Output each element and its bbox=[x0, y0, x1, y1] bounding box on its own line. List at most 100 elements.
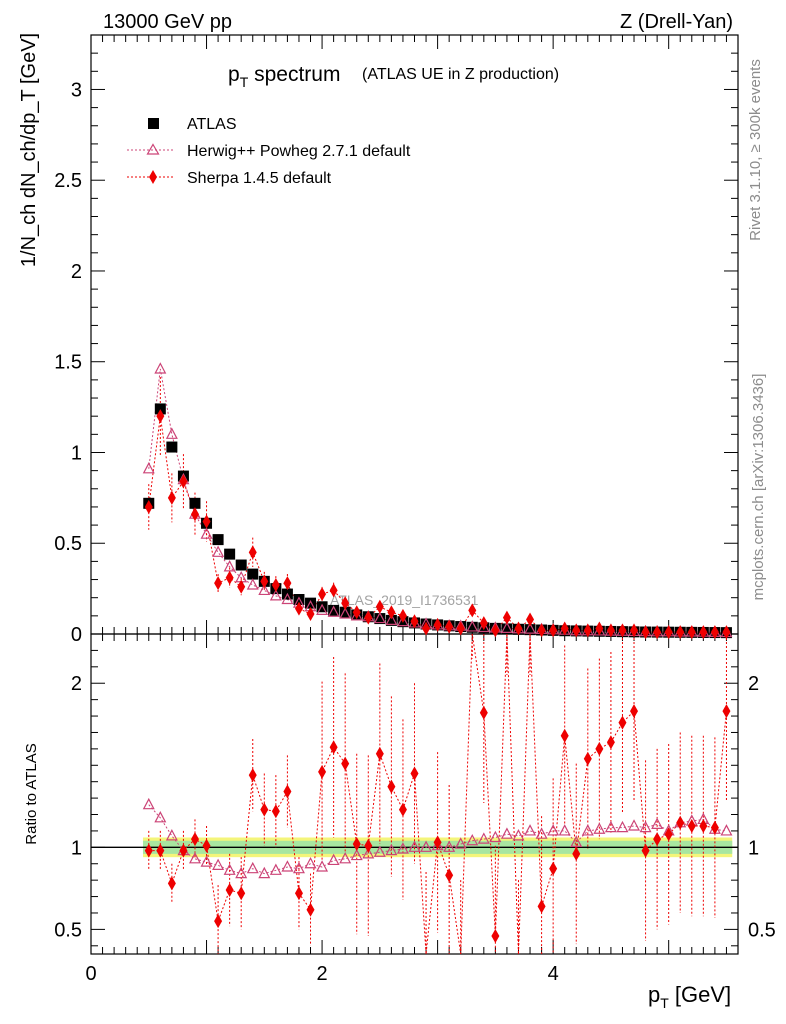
sherpa-ratio-point bbox=[572, 846, 581, 861]
herwig-ratio-point bbox=[362, 847, 375, 859]
herwig-ratio-point bbox=[604, 820, 617, 833]
herwig-point bbox=[339, 607, 352, 619]
sherpa-ratio-point bbox=[341, 756, 350, 771]
analysis-watermark: ATLAS_2019_I1736531 bbox=[330, 592, 479, 608]
y-tick-label-ratio: 2 bbox=[71, 673, 82, 695]
legend-label-atlas: ATLAS bbox=[187, 116, 237, 133]
y-tick-label-ratio-right: 2 bbox=[748, 673, 759, 695]
sherpa-point bbox=[537, 623, 546, 638]
plot-title-note: (ATLAS UE in Z production) bbox=[362, 66, 559, 83]
sherpa-point bbox=[710, 625, 719, 640]
sherpa-point bbox=[375, 599, 384, 614]
herwig-ratio-point bbox=[165, 829, 178, 841]
sherpa-point bbox=[225, 570, 234, 585]
sherpa-ratio-point bbox=[595, 741, 604, 756]
atlas-point bbox=[154, 403, 166, 415]
sherpa-ratio-point bbox=[445, 868, 454, 883]
sherpa-point bbox=[618, 623, 627, 638]
sherpa-ratio-point bbox=[202, 838, 211, 853]
sherpa-point bbox=[699, 625, 708, 640]
legend-label-herwig: Herwig++ Powheg 2.7.1 default bbox=[187, 143, 411, 160]
atlas-point bbox=[385, 614, 397, 626]
y-tick-label-main: 2.5 bbox=[54, 170, 82, 192]
sherpa-ratio-point bbox=[225, 883, 234, 897]
herwig-point bbox=[373, 611, 386, 624]
sherpa-point bbox=[341, 596, 350, 611]
atlas-point bbox=[235, 559, 247, 571]
herwig-ratio-point bbox=[466, 833, 479, 846]
herwig-ratio-point bbox=[304, 856, 317, 869]
sherpa-ratio-point bbox=[306, 902, 315, 917]
sherpa-point bbox=[433, 617, 442, 632]
x-axis-label: pT [GeV] bbox=[648, 982, 731, 1011]
sherpa-ratio-point bbox=[653, 832, 662, 847]
herwig-ratio-point bbox=[223, 863, 236, 875]
herwig-ratio-point bbox=[258, 866, 271, 879]
x-axis-label-rest: [GeV] bbox=[669, 982, 731, 1007]
atlas-point bbox=[189, 497, 201, 509]
herwig-point bbox=[350, 609, 363, 621]
atlas-point bbox=[524, 624, 536, 636]
ratio-plot-frame bbox=[90, 633, 739, 955]
sherpa-ratio-point bbox=[699, 819, 708, 833]
sherpa-ratio-point bbox=[156, 843, 165, 858]
herwig-ratio-point bbox=[396, 842, 409, 854]
y-tick-label-main: 3 bbox=[71, 79, 82, 101]
header-right: Z (Drell-Yan) bbox=[620, 11, 733, 33]
herwig-ratio-point bbox=[581, 824, 594, 836]
sherpa-point bbox=[456, 621, 465, 636]
x-axis-label-main: p bbox=[648, 982, 660, 1007]
atlas-point bbox=[224, 548, 236, 560]
sherpa-point bbox=[364, 610, 373, 625]
sherpa-ratio-point bbox=[329, 740, 338, 755]
legend-label-sherpa: Sherpa 1.4.5 default bbox=[187, 170, 332, 187]
atlas-point bbox=[305, 597, 317, 609]
mcplots-reference-text: mcplots.cern.ch [arXiv:1306.3436] bbox=[750, 374, 767, 601]
plot-title-rest: spectrum bbox=[248, 63, 340, 86]
sherpa-point bbox=[179, 474, 188, 489]
sherpa-ratio-point bbox=[479, 705, 488, 720]
sherpa-point bbox=[144, 499, 153, 514]
herwig-point bbox=[500, 621, 513, 633]
sherpa-ratio-point bbox=[560, 728, 569, 743]
sherpa-ratio-point bbox=[410, 766, 419, 781]
herwig-ratio-point bbox=[420, 840, 433, 852]
herwig-ratio-point bbox=[235, 866, 248, 879]
herwig-point bbox=[385, 613, 398, 625]
sherpa-ratio-point bbox=[606, 735, 615, 750]
sherpa-ratio-line bbox=[148, 633, 727, 955]
y-tick-label-main: 0.5 bbox=[54, 533, 82, 555]
sherpa-point bbox=[237, 579, 246, 594]
sherpa-ratio-point bbox=[491, 928, 500, 943]
plot-title-sub: T bbox=[240, 74, 249, 90]
herwig-point bbox=[200, 527, 213, 539]
sherpa-point bbox=[491, 623, 500, 638]
x-tick-label: 4 bbox=[548, 963, 559, 985]
sherpa-point bbox=[329, 583, 338, 598]
sherpa-ratio-point bbox=[583, 751, 592, 766]
herwig-point bbox=[246, 578, 259, 590]
herwig-point bbox=[316, 603, 329, 616]
herwig-ratio-point bbox=[269, 863, 282, 875]
herwig-ratio-point bbox=[524, 824, 537, 836]
sherpa-point bbox=[502, 610, 511, 625]
sherpa-point bbox=[641, 625, 650, 640]
sherpa-point bbox=[606, 623, 615, 638]
sherpa-ratio-point bbox=[248, 768, 257, 783]
sherpa-point bbox=[514, 621, 523, 636]
herwig-ratio-point bbox=[212, 858, 225, 870]
herwig-point bbox=[142, 462, 155, 474]
main-y-axis-label: 1/N_ch dN_ch/dp_T [GeV] bbox=[18, 33, 40, 267]
herwig-ratio-point bbox=[443, 840, 456, 852]
sherpa-ratio-point bbox=[364, 838, 373, 853]
sherpa-ratio-point bbox=[318, 764, 327, 779]
sherpa-point bbox=[167, 490, 176, 505]
sherpa-ratio-point bbox=[630, 704, 639, 719]
herwig-ratio-point bbox=[200, 855, 213, 867]
sherpa-point bbox=[352, 605, 361, 620]
sherpa-point bbox=[664, 625, 673, 640]
rivet-version-text: Rivet 3.1.10, ≥ 300k events bbox=[747, 59, 764, 241]
y-tick-label-main: 0 bbox=[71, 624, 82, 646]
herwig-ratio-point bbox=[547, 824, 560, 836]
herwig-ratio-point bbox=[512, 829, 525, 841]
